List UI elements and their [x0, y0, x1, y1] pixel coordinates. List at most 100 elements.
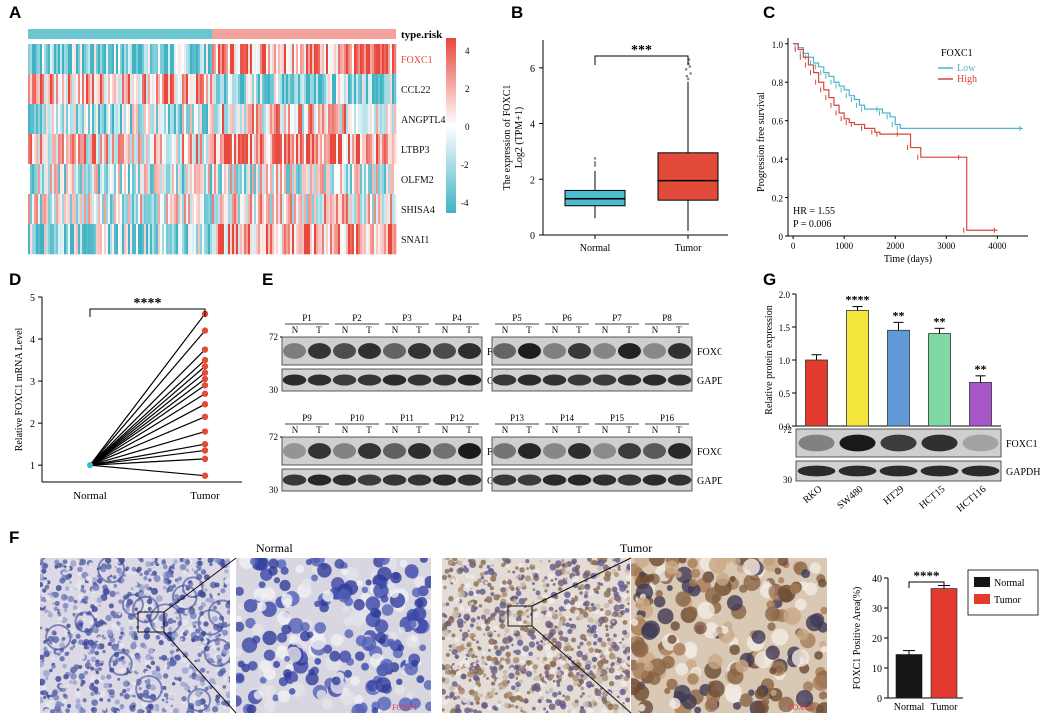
heatmap-cell: [234, 104, 237, 135]
heatmap-cell: [242, 134, 245, 165]
heatmap-cell: [164, 224, 167, 255]
heatmap-cell: [362, 164, 365, 195]
heatmap-cell: [268, 164, 271, 195]
heatmap-cell: [90, 44, 93, 75]
gene-label: SHISA4: [401, 205, 435, 216]
cell-line-label: RKO: [801, 484, 824, 506]
gapdh-band: [457, 474, 482, 486]
gene-label: FOXC1: [401, 55, 433, 66]
heatmap-cell: [240, 74, 243, 105]
heatmap-cell: [76, 194, 79, 225]
heatmap-cell: [394, 134, 397, 165]
heatmap-cell: [214, 104, 217, 135]
heatmap-cell: [254, 194, 257, 225]
heatmap-cell: [48, 104, 51, 135]
heatmap-cell: [142, 44, 145, 75]
heatmap-cell: [386, 44, 389, 75]
x-tick-label: 3000: [937, 241, 956, 251]
heatmap-cell: [318, 44, 321, 75]
heatmap-cell: [100, 194, 103, 225]
heatmap-cell: [78, 104, 81, 135]
panel-label-f: F: [9, 528, 20, 547]
heatmap-cell: [322, 134, 325, 165]
heatmap-cell: [238, 224, 241, 255]
gapdh-band: [282, 374, 307, 386]
heatmap-cell: [48, 194, 51, 225]
heatmap-cell: [316, 194, 319, 225]
heatmap-cell: [344, 44, 347, 75]
heatmap-cell: [128, 74, 131, 105]
heatmap-cell: [70, 224, 73, 255]
heatmap-cell: [86, 134, 89, 165]
heatmap-cell: [310, 224, 313, 255]
heatmap-cell: [154, 104, 157, 135]
heatmap-cell: [348, 44, 351, 75]
heatmap-cell: [120, 164, 123, 195]
heatmap-cell: [350, 224, 353, 255]
x-tick-label: Tumor: [675, 243, 703, 254]
gapdh-band: [667, 374, 692, 386]
heatmap-cell: [106, 44, 109, 75]
gapdh-band: [797, 465, 836, 477]
heatmap-cell: [144, 104, 147, 135]
heatmap-cell: [306, 74, 309, 105]
heatmap-cell: [126, 224, 129, 255]
heatmap-cell: [336, 164, 339, 195]
heatmap-cell: [102, 104, 105, 135]
foxc1-band: [433, 343, 456, 359]
outlier-point: [689, 72, 692, 75]
heatmap-cell: [300, 194, 303, 225]
gapdh-band: [307, 474, 332, 486]
heatmap-cell: [146, 134, 149, 165]
heatmap-cell: [244, 134, 247, 165]
heatmap-cell: [354, 44, 357, 75]
heatmap-cell: [298, 44, 301, 75]
heatmap-cell: [364, 164, 367, 195]
heatmap-cell: [206, 224, 209, 255]
heatmap-cell: [326, 164, 329, 195]
heatmap-cell: [136, 194, 139, 225]
heatmap-cell: [364, 104, 367, 135]
pair-line: [89, 443, 206, 466]
p-value-text: P = 0.006: [793, 219, 831, 230]
heatmap-cell: [310, 104, 313, 135]
heatmap-cell: [288, 74, 291, 105]
gapdh-band: [879, 465, 918, 477]
heatmap-cell: [54, 194, 57, 225]
heatmap-cell: [306, 194, 309, 225]
heatmap-cell: [216, 44, 219, 75]
heatmap-cell: [324, 104, 327, 135]
heatmap-cell: [190, 44, 193, 75]
heatmap-cell: [238, 74, 241, 105]
heatmap-cell: [30, 164, 33, 195]
heatmap-cell: [270, 134, 273, 165]
colorbar-gradient: [446, 38, 456, 213]
heatmap-cell: [360, 134, 363, 165]
heatmap-cell: [72, 224, 75, 255]
significance-label: ****: [134, 296, 162, 311]
heatmap-cell: [78, 134, 81, 165]
heatmap-cell: [134, 194, 137, 225]
normal-high-magnification: [236, 558, 431, 713]
heatmap-cell: [226, 224, 229, 255]
heatmap-cell: [200, 224, 203, 255]
heatmap-cell: [280, 224, 283, 255]
heatmap-cell: [78, 194, 81, 225]
heatmap-cell: [40, 134, 43, 165]
heatmap-cell: [148, 194, 151, 225]
heatmap-cell: [356, 44, 359, 75]
heatmap-cell: [192, 74, 195, 105]
heatmap-cell: [118, 134, 121, 165]
heatmap-cell: [244, 164, 247, 195]
heatmap-cell: [276, 134, 279, 165]
heatmap-cell: [140, 104, 143, 135]
heatmap-cell: [78, 44, 81, 75]
colorbar-tick: 0: [465, 122, 470, 132]
heatmap-cell: [390, 104, 393, 135]
heatmap-cell: [252, 74, 255, 105]
significance-label: **: [893, 308, 905, 322]
heatmap-cell: [40, 74, 43, 105]
heatmap-cell: [300, 164, 303, 195]
heatmap-cell: [66, 194, 69, 225]
heatmap-cell: [208, 224, 211, 255]
